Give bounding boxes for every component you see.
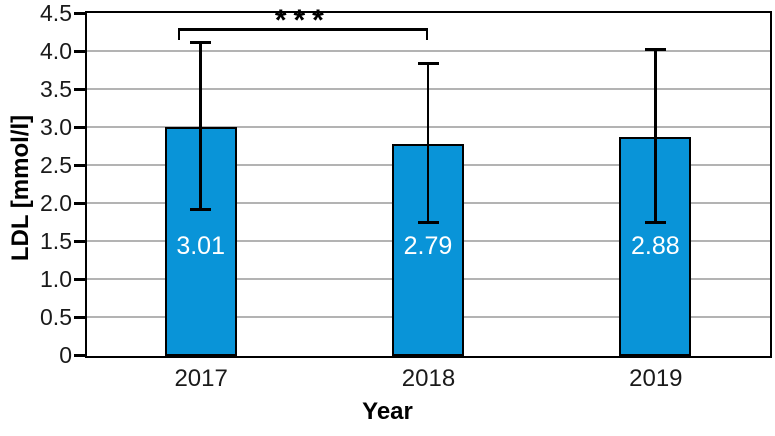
error-bar bbox=[426, 63, 430, 223]
y-tick-label: 0 bbox=[59, 342, 72, 368]
y-tick-label: 3.5 bbox=[40, 76, 72, 102]
y-tick-mark bbox=[74, 202, 85, 205]
y-tick-mark bbox=[74, 278, 85, 281]
significance-bracket bbox=[177, 28, 428, 31]
bar-value-label: 3.01 bbox=[176, 232, 225, 260]
x-tick-label: 2017 bbox=[174, 365, 228, 392]
error-bar bbox=[654, 49, 657, 223]
x-axis-title: Year bbox=[362, 398, 413, 425]
y-tick-mark bbox=[74, 12, 85, 15]
error-bar-cap-top bbox=[190, 41, 212, 45]
y-tick-mark bbox=[74, 354, 85, 357]
error-bar bbox=[199, 42, 202, 210]
y-tick-label: 2.0 bbox=[40, 190, 72, 216]
bar-value-label: 2.79 bbox=[403, 232, 453, 260]
y-tick-label: 2.5 bbox=[40, 152, 72, 178]
error-bar-cap-bottom bbox=[417, 221, 439, 225]
x-tick-label: 2018 bbox=[401, 365, 456, 392]
y-tick-label: 1.0 bbox=[40, 266, 72, 292]
y-tick-mark bbox=[74, 50, 85, 53]
y-tick-mark bbox=[74, 240, 85, 243]
significance-bracket-tick-right bbox=[425, 28, 428, 40]
bar-value-label: 2.88 bbox=[630, 232, 680, 260]
error-bar-cap-bottom bbox=[644, 221, 666, 225]
y-tick-label: 0.5 bbox=[40, 304, 72, 330]
plot-area: 3.01 2.79 2.88 *** bbox=[85, 6, 772, 358]
y-tick-mark bbox=[74, 88, 85, 91]
y-tick-label: 3.0 bbox=[40, 114, 72, 140]
y-tick-label: 4.5 bbox=[40, 0, 72, 26]
gridline bbox=[87, 50, 770, 52]
error-bar-cap-bottom bbox=[190, 208, 212, 212]
x-tick-label: 2019 bbox=[629, 365, 683, 392]
y-tick-mark bbox=[74, 316, 85, 319]
error-bar-cap-top bbox=[417, 61, 439, 65]
y-tick-mark bbox=[74, 164, 85, 167]
error-bar-cap-top bbox=[644, 47, 666, 51]
y-tick-label: 4.0 bbox=[40, 38, 72, 64]
y-tick-mark bbox=[74, 126, 85, 129]
y-tick-label: 1.5 bbox=[40, 228, 72, 254]
significance-bracket-tick-left bbox=[177, 28, 181, 40]
significance-label: *** bbox=[274, 4, 331, 37]
